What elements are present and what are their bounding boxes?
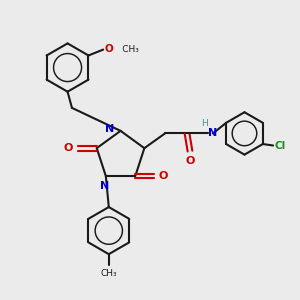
Text: N: N: [208, 128, 218, 138]
Text: CH₃: CH₃: [105, 44, 139, 53]
Text: O: O: [159, 171, 168, 181]
Text: CH₃: CH₃: [100, 269, 117, 278]
Text: N: N: [105, 124, 114, 134]
Text: N: N: [100, 182, 109, 191]
Text: O: O: [105, 44, 113, 54]
Text: Cl: Cl: [274, 140, 285, 151]
Text: O: O: [64, 143, 73, 153]
Text: O: O: [185, 156, 195, 167]
Text: H: H: [201, 119, 208, 128]
